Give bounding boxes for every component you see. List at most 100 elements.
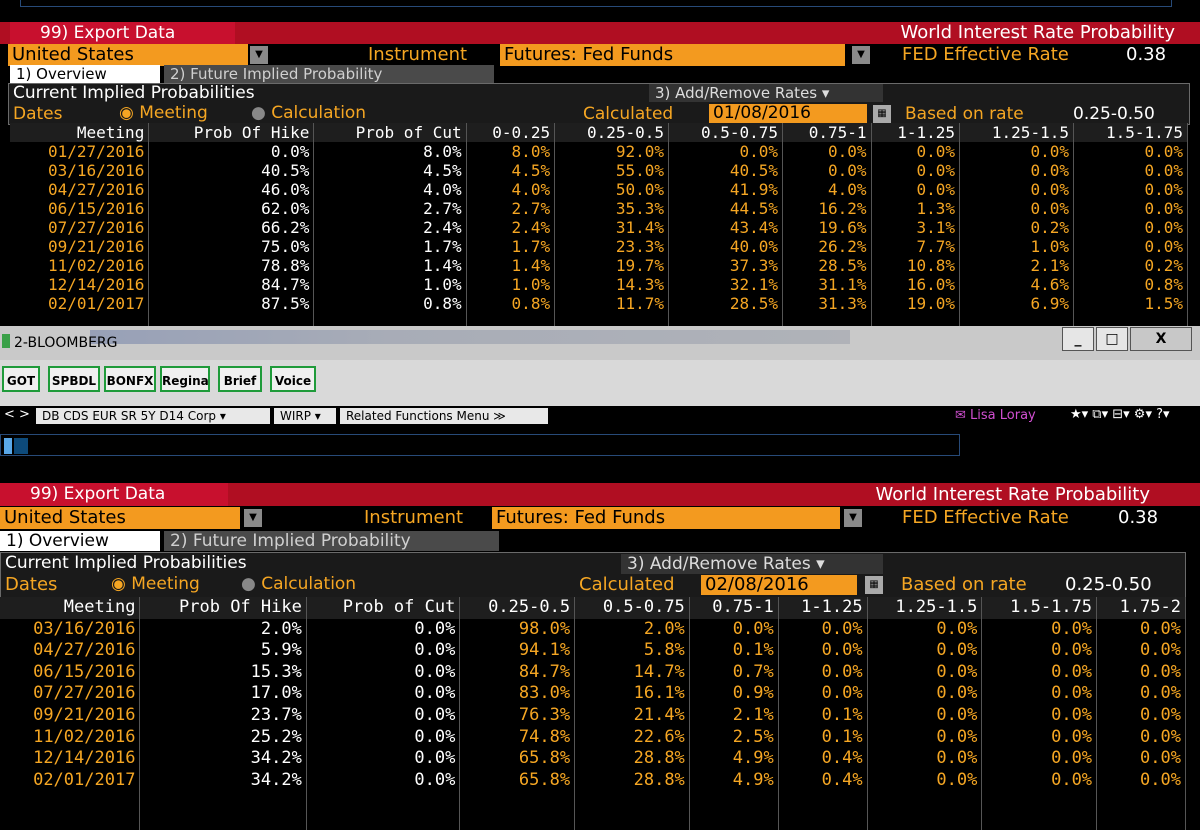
probability-cell: 7.7%: [871, 237, 960, 256]
meeting-date-cell: 06/15/2016: [10, 199, 150, 218]
spbdl-button[interactable]: SPBDL: [48, 366, 100, 392]
table-row[interactable]: 04/27/2016 5.9% 0.0% 94.1% 5.8% 0.1% 0.0% 0.0% 0…: [0, 640, 1186, 662]
column-header[interactable]: 1.5-1.75: [981, 597, 1098, 619]
empty-cell: [689, 812, 779, 830]
chevron-down-icon[interactable]: ▼: [844, 509, 862, 527]
calculation-radio[interactable]: ● Calculation: [241, 574, 356, 594]
country-select[interactable]: United States: [8, 44, 248, 66]
column-header[interactable]: 0.75-1: [782, 123, 872, 142]
table-row[interactable]: 06/15/2016 15.3% 0.0% 84.7% 14.7% 0.7% 0.0% 0.0…: [0, 661, 1186, 684]
back-forward-arrows[interactable]: < >: [4, 407, 30, 422]
table-row[interactable]: 11/02/2016 78.8% 1.4% 1.4% 19.7% 37.3% 28.5% 10…: [10, 256, 1189, 275]
instrument-select[interactable]: Futures: Fed Funds: [500, 44, 845, 66]
table-row[interactable]: 09/21/2016 75.0% 1.7% 1.7% 23.3% 40.0% 26.2% 7.…: [10, 237, 1189, 256]
country-select[interactable]: United States: [0, 507, 240, 529]
tab-overview[interactable]: 1) Overview: [0, 531, 160, 551]
probability-cell: 3.1%: [871, 218, 960, 237]
table-row[interactable]: 01/27/2016 0.0% 8.0% 8.0% 92.0% 0.0% 0.0% 0.0% 0…: [10, 142, 1189, 161]
table-row[interactable]: 06/15/2016 62.0% 2.7% 2.7% 35.3% 44.5% 16.2% 1.…: [10, 199, 1189, 218]
table-row[interactable]: 11/02/2016 25.2% 0.0% 74.8% 22.6% 2.5% 0.1% 0.0…: [0, 726, 1186, 749]
dates-label: Dates: [5, 574, 58, 595]
table-row[interactable]: 03/16/2016 2.0% 0.0% 98.0% 2.0% 0.0% 0.0% 0.0% 0…: [0, 618, 1186, 641]
probability-cell: 23.3%: [554, 237, 670, 256]
tab-overview[interactable]: 1) Overview: [10, 65, 160, 83]
table-row[interactable]: 07/27/2016 66.2% 2.4% 2.4% 31.4% 43.4% 19.6% 3.…: [10, 218, 1189, 237]
maximize-button[interactable]: □: [1096, 327, 1128, 351]
probability-cell: 87.5%: [148, 294, 315, 313]
column-header[interactable]: Prob Of Hike: [148, 123, 315, 142]
chevron-down-icon[interactable]: ▼: [244, 509, 262, 527]
column-header[interactable]: 1-1.25: [778, 597, 868, 619]
empty-cell: [148, 313, 315, 326]
probability-cell: 19.6%: [782, 218, 872, 237]
function-select[interactable]: WIRP ▾: [274, 408, 336, 424]
column-header[interactable]: 1.25-1.5: [959, 123, 1074, 142]
empty-cell: [867, 812, 983, 830]
column-header[interactable]: 1.25-1.5: [867, 597, 983, 619]
calendar-icon[interactable]: ▦: [865, 576, 883, 594]
calendar-icon[interactable]: ▦: [873, 105, 891, 123]
export-data-button[interactable]: 99) Export Data: [10, 22, 235, 44]
table-row[interactable]: 04/27/2016 46.0% 4.0% 4.0% 50.0% 41.9% 4.0% 0.0…: [10, 180, 1189, 199]
table-row[interactable]: 02/01/2017 34.2% 0.0% 65.8% 28.8% 4.9% 0.4% 0.0…: [0, 769, 1186, 792]
window-titlebar[interactable]: 2-BLOOMBERG _ □ X: [0, 326, 1200, 360]
table-row[interactable]: 03/16/2016 40.5% 4.5% 4.5% 55.0% 40.5% 0.0% 0.0…: [10, 161, 1189, 180]
tab-bar: 1) Overview 2) Future Implied Probabilit…: [0, 531, 1200, 551]
probability-cell: 1.0%: [313, 275, 467, 294]
section-header: Current Implied Probabilities 3) Add/Rem…: [0, 552, 1186, 598]
column-header[interactable]: 0.25-0.5: [459, 597, 576, 619]
probability-cell: 0.0%: [867, 618, 983, 641]
calculated-date-input[interactable]: 01/08/2016: [709, 104, 867, 123]
table-row[interactable]: 02/01/2017 87.5% 0.8% 0.8% 11.7% 28.5% 31.3% 19…: [10, 294, 1189, 313]
probability-cell: 41.9%: [668, 180, 784, 199]
probability-cell: 66.2%: [148, 218, 315, 237]
bonfx-button[interactable]: BONFX: [104, 366, 156, 392]
column-header[interactable]: 1-1.25: [871, 123, 960, 142]
column-header[interactable]: Meeting: [10, 123, 150, 142]
column-header[interactable]: 0.25-0.5: [554, 123, 670, 142]
column-header[interactable]: 0.75-1: [689, 597, 779, 619]
table-row[interactable]: 09/21/2016 23.7% 0.0% 76.3% 21.4% 2.1% 0.1% 0.0…: [0, 704, 1186, 727]
probability-cell: 19.7%: [554, 256, 670, 275]
meeting-radio[interactable]: ◉ Meeting: [119, 103, 208, 123]
column-header[interactable]: 0.5-0.75: [668, 123, 784, 142]
export-data-button[interactable]: 99) Export Data: [0, 483, 228, 506]
column-header[interactable]: 1.75-2: [1096, 597, 1186, 619]
chevron-down-icon[interactable]: ▼: [250, 46, 268, 64]
regina-button[interactable]: Regina: [160, 366, 210, 392]
fed-rate-label: FED Effective Rate: [902, 44, 1069, 65]
column-header[interactable]: Prob of Cut: [313, 123, 467, 142]
instrument-select[interactable]: Futures: Fed Funds: [492, 507, 840, 529]
voice-button[interactable]: Voice: [270, 366, 316, 392]
column-header[interactable]: Prob of Cut: [306, 597, 461, 619]
add-remove-rates-button[interactable]: 3) Add/Remove Rates ▾: [621, 554, 883, 574]
tab-future-implied-probability[interactable]: 2) Future Implied Probability: [164, 531, 499, 551]
table-row[interactable]: 12/14/2016 34.2% 0.0% 65.8% 28.8% 4.9% 0.4% 0.0…: [0, 748, 1186, 770]
column-header[interactable]: Prob Of Hike: [139, 597, 307, 619]
close-button[interactable]: X: [1130, 327, 1192, 351]
tab-future-implied-probability[interactable]: 2) Future Implied Probability: [164, 65, 494, 83]
column-header[interactable]: 1.5-1.75: [1073, 123, 1189, 142]
user-name[interactable]: ✉ Lisa Loray: [955, 408, 1036, 423]
add-remove-rates-button[interactable]: 3) Add/Remove Rates ▾: [649, 84, 883, 102]
column-header[interactable]: Meeting: [0, 597, 141, 619]
table-row[interactable]: 07/27/2016 17.0% 0.0% 83.0% 16.1% 0.9% 0.0% 0.0…: [0, 683, 1186, 705]
empty-cell: [867, 791, 983, 813]
empty-cell: [554, 313, 670, 326]
calculated-date-input[interactable]: 02/08/2016: [701, 575, 857, 595]
column-header[interactable]: 0.5-0.75: [574, 597, 690, 619]
security-select[interactable]: DB CDS EUR SR 5Y D14 Corp ▾: [36, 408, 270, 424]
meeting-radio[interactable]: ◉ Meeting: [111, 574, 200, 594]
calculation-radio[interactable]: ● Calculation: [251, 103, 366, 123]
command-input[interactable]: [0, 434, 960, 456]
got-button[interactable]: GOT: [2, 366, 40, 392]
chevron-down-icon[interactable]: ▼: [852, 46, 870, 64]
related-functions-menu[interactable]: Related Functions Menu ≫: [340, 408, 548, 424]
based-on-rate-label: Based on rate: [901, 574, 1027, 595]
column-header[interactable]: 0-0.25: [466, 123, 556, 142]
brief-button[interactable]: Brief: [218, 366, 262, 392]
table-row[interactable]: 12/14/2016 84.7% 1.0% 1.0% 14.3% 32.1% 31.1% 16…: [10, 275, 1189, 294]
minimize-button[interactable]: _: [1062, 327, 1094, 351]
toolbar-icons[interactable]: ★▾ ⧉▾ ⊟▾ ⚙▾ ?▾: [1070, 407, 1170, 422]
probability-cell: 40.0%: [668, 237, 784, 256]
